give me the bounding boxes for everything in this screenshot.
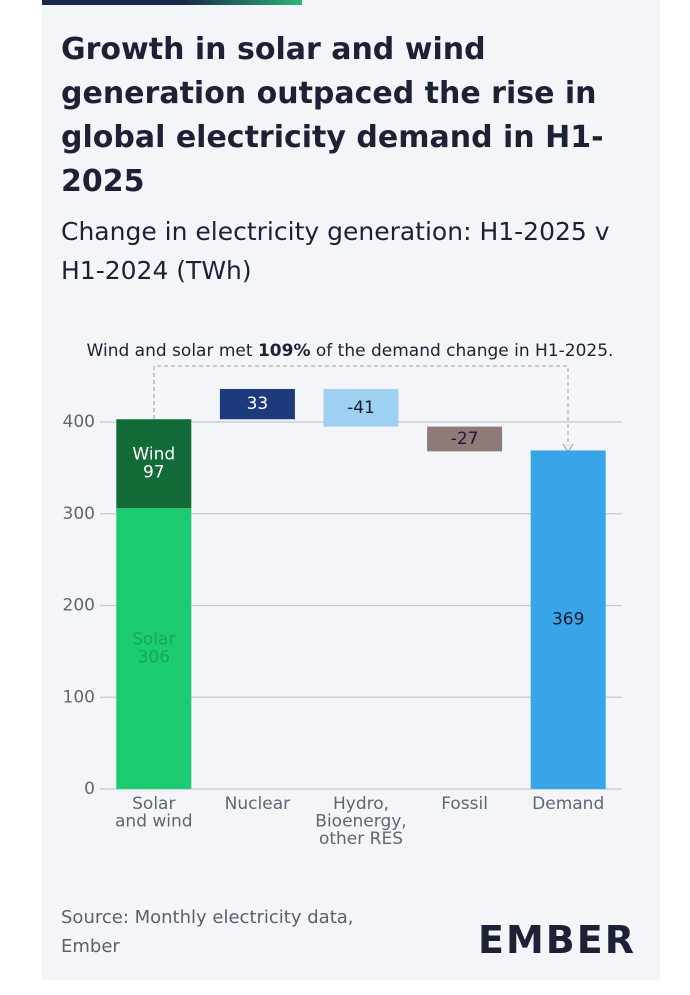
x-tick-label: Bioenergy, bbox=[315, 812, 406, 832]
bar bbox=[116, 419, 192, 509]
chart: Wind and solar met 109% of the demand ch… bbox=[63, 341, 622, 849]
accent-bar bbox=[42, 0, 302, 5]
y-tick-label: 100 bbox=[63, 687, 95, 707]
value-label: -41 bbox=[347, 398, 375, 418]
x-tick-label: other RES bbox=[319, 829, 403, 849]
segment-name: Solar bbox=[132, 630, 175, 650]
segment-name: Wind bbox=[132, 445, 175, 465]
value-label: 33 bbox=[247, 394, 269, 414]
bar bbox=[116, 508, 192, 789]
value-label: 306 bbox=[138, 648, 170, 668]
annotation: Wind and solar met 109% of the demand ch… bbox=[87, 341, 614, 361]
subtitle: Change in electricity generation: H1-202… bbox=[61, 217, 610, 285]
bar bbox=[323, 388, 399, 427]
x-tick-label: Demand bbox=[532, 794, 604, 814]
x-tick-label: Solar bbox=[132, 794, 175, 814]
annotation-highlight: 109% bbox=[258, 341, 311, 361]
annotation-text: Wind and solar met bbox=[87, 341, 258, 361]
y-tick-label: 400 bbox=[63, 412, 95, 432]
value-label: 97 bbox=[143, 463, 165, 483]
annotation-text: of the demand change in H1-2025. bbox=[310, 341, 613, 361]
bar bbox=[427, 426, 503, 452]
connector bbox=[153, 365, 569, 446]
x-tick-label: Hydro, bbox=[333, 794, 389, 814]
bar bbox=[219, 388, 295, 420]
value-label: -27 bbox=[451, 429, 479, 449]
x-tick-label: Fossil bbox=[441, 794, 488, 814]
y-tick-label: 200 bbox=[63, 596, 95, 616]
x-tick-label: Nuclear bbox=[225, 794, 290, 814]
value-label: 369 bbox=[552, 610, 584, 630]
title: Growth in solar and wind generation outp… bbox=[61, 32, 604, 199]
source: Source: Monthly electricity data, Ember bbox=[61, 907, 354, 957]
y-tick-label: 300 bbox=[63, 504, 95, 524]
logo: EMBER bbox=[478, 918, 636, 962]
y-tick-label: 0 bbox=[84, 779, 95, 799]
x-tick-label: and wind bbox=[115, 812, 193, 832]
bar bbox=[530, 450, 606, 789]
